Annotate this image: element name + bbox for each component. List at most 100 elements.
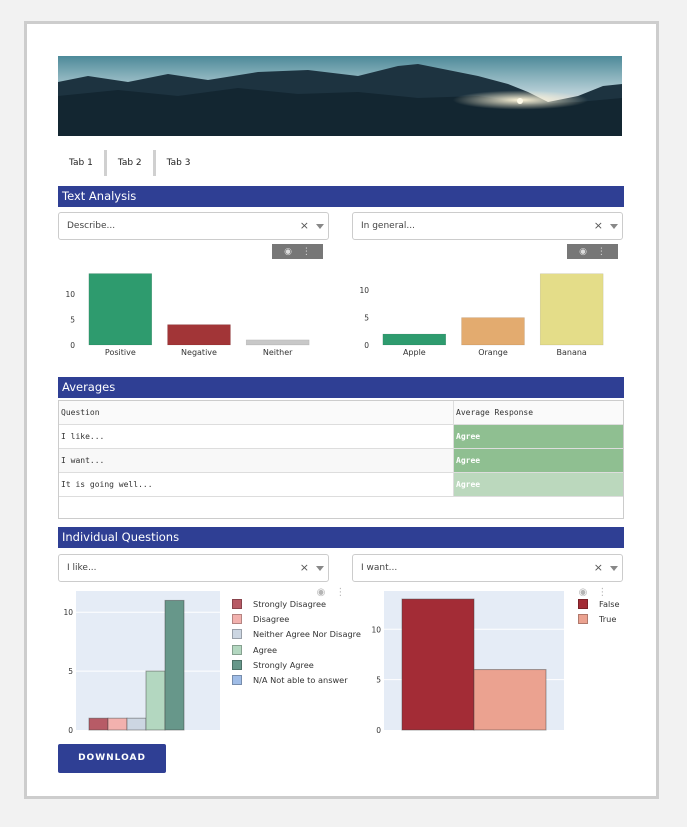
legend-label: Agree (253, 644, 278, 655)
response-cell: Agree (454, 425, 623, 448)
y-tick-label: 10 (63, 608, 73, 617)
legend-item[interactable]: False (578, 596, 620, 611)
bar (245, 339, 310, 346)
table-row: It is going well... Agree (59, 473, 623, 497)
x-tick-label: Orange (478, 348, 508, 357)
i-like-dropdown[interactable]: I like... × (58, 554, 329, 582)
bar (126, 717, 147, 731)
chart-modebar: ◉ ⋮ (272, 244, 323, 259)
legend-label: Strongly Agree (253, 659, 314, 670)
legend-swatch (232, 629, 242, 640)
i-like-responses-chart: 0 5 10 (63, 591, 220, 735)
describe-dropdown[interactable]: Describe... × (58, 212, 329, 240)
i-like-dropdown-value: I like... (67, 563, 97, 573)
question-cell: I like... (59, 425, 454, 448)
bar (88, 273, 153, 346)
bar (473, 669, 547, 731)
y-tick-label: 0 (68, 726, 73, 735)
bar (167, 324, 231, 346)
bar (88, 717, 109, 731)
legend-swatch (578, 598, 588, 609)
y-tick-label: 5 (70, 315, 75, 324)
describe-dropdown-value: Describe... (67, 221, 116, 231)
chart-legend: False True (578, 596, 620, 627)
text-analysis-header: Text Analysis (58, 186, 624, 207)
tab-bar: Tab 1 Tab 2 Tab 3 (58, 150, 201, 176)
y-tick-label: 10 (371, 625, 381, 634)
y-tick-label: 0 (376, 726, 381, 735)
banner-image (58, 56, 622, 136)
tab-2[interactable]: Tab 2 (107, 150, 156, 176)
table-row: I like... Agree (59, 425, 623, 449)
tab-1[interactable]: Tab 1 (58, 150, 107, 176)
y-tick-label: 5 (68, 667, 73, 676)
bar (107, 717, 128, 731)
legend-item[interactable]: Strongly Agree (232, 657, 361, 672)
bar (539, 273, 604, 346)
plotly-logo-icon[interactable]: ⋮ (301, 246, 311, 257)
y-tick-label: 10 (65, 290, 75, 299)
y-tick-label: 5 (376, 676, 381, 685)
bar (382, 333, 447, 346)
averages-header: Averages (58, 377, 624, 398)
camera-icon[interactable]: ◉ (316, 587, 326, 598)
chart-modebar: ◉ ⋮ (567, 244, 618, 259)
legend-swatch (232, 598, 242, 609)
x-tick-label: Positive (105, 348, 136, 357)
legend-item[interactable]: N/A Not able to answer (232, 672, 361, 687)
table-header-row: Question Average Response (59, 401, 623, 425)
chevron-down-icon[interactable] (316, 224, 324, 229)
bar (461, 317, 525, 346)
i-want-responses-chart: 0 5 10 (371, 591, 564, 735)
clear-icon[interactable]: × (299, 561, 309, 574)
x-tick-label: Apple (403, 348, 426, 357)
column-header-average-response: Average Response (456, 408, 534, 417)
plotly-logo-icon[interactable]: ⋮ (597, 587, 608, 598)
individual-questions-header: Individual Questions (58, 527, 624, 548)
legend-label: Disagree (253, 613, 290, 624)
y-tick-label: 0 (70, 341, 75, 350)
chevron-down-icon[interactable] (610, 566, 618, 571)
clear-icon[interactable]: × (299, 219, 309, 232)
sentiment-bar-chart: 0 5 10 Positive Negative Neither (65, 273, 310, 357)
camera-icon[interactable]: ◉ (284, 246, 292, 257)
legend-item[interactable]: Strongly Disagree (232, 596, 361, 611)
legend-swatch (232, 644, 242, 655)
legend-label: False (599, 598, 620, 609)
legend-swatch (578, 613, 588, 624)
i-want-dropdown[interactable]: I want... × (352, 554, 623, 582)
in-general-dropdown-value: In general... (361, 221, 416, 231)
legend-swatch (232, 659, 242, 670)
tab-3[interactable]: Tab 3 (166, 158, 191, 168)
x-tick-label: Neither (263, 348, 293, 357)
legend-label: N/A Not able to answer (253, 675, 348, 686)
legend-item[interactable]: Agree (232, 642, 361, 657)
bar (164, 599, 185, 731)
bar (145, 670, 166, 731)
y-tick-label: 10 (359, 286, 369, 295)
in-general-dropdown[interactable]: In general... × (352, 212, 623, 240)
plotly-logo-icon[interactable]: ⋮ (335, 587, 346, 598)
x-tick-label: Negative (181, 348, 217, 357)
legend-item[interactable]: Disagree (232, 611, 361, 626)
chevron-down-icon[interactable] (610, 224, 618, 229)
download-button[interactable]: DOWNLOAD (58, 744, 166, 773)
y-tick-label: 0 (364, 341, 369, 350)
question-cell: It is going well... (59, 473, 454, 496)
plotly-logo-icon[interactable]: ⋮ (596, 246, 606, 257)
column-header-question: Question (59, 401, 454, 424)
legend-label: Neither Agree Nor Disagre (253, 629, 361, 640)
chart-modebar: ◉ ⋮ (572, 585, 614, 600)
camera-icon[interactable]: ◉ (579, 246, 587, 257)
chevron-down-icon[interactable] (316, 566, 324, 571)
clear-icon[interactable]: × (593, 561, 603, 574)
camera-icon[interactable]: ◉ (578, 587, 588, 598)
legend-swatch (232, 613, 242, 624)
clear-icon[interactable]: × (593, 219, 603, 232)
table-row: I want... Agree (59, 449, 623, 473)
legend-swatch (232, 675, 242, 686)
legend-item[interactable]: True (578, 611, 620, 626)
bar (401, 598, 475, 731)
legend-item[interactable]: Neither Agree Nor Disagre (232, 627, 361, 642)
response-cell: Agree (454, 473, 623, 496)
